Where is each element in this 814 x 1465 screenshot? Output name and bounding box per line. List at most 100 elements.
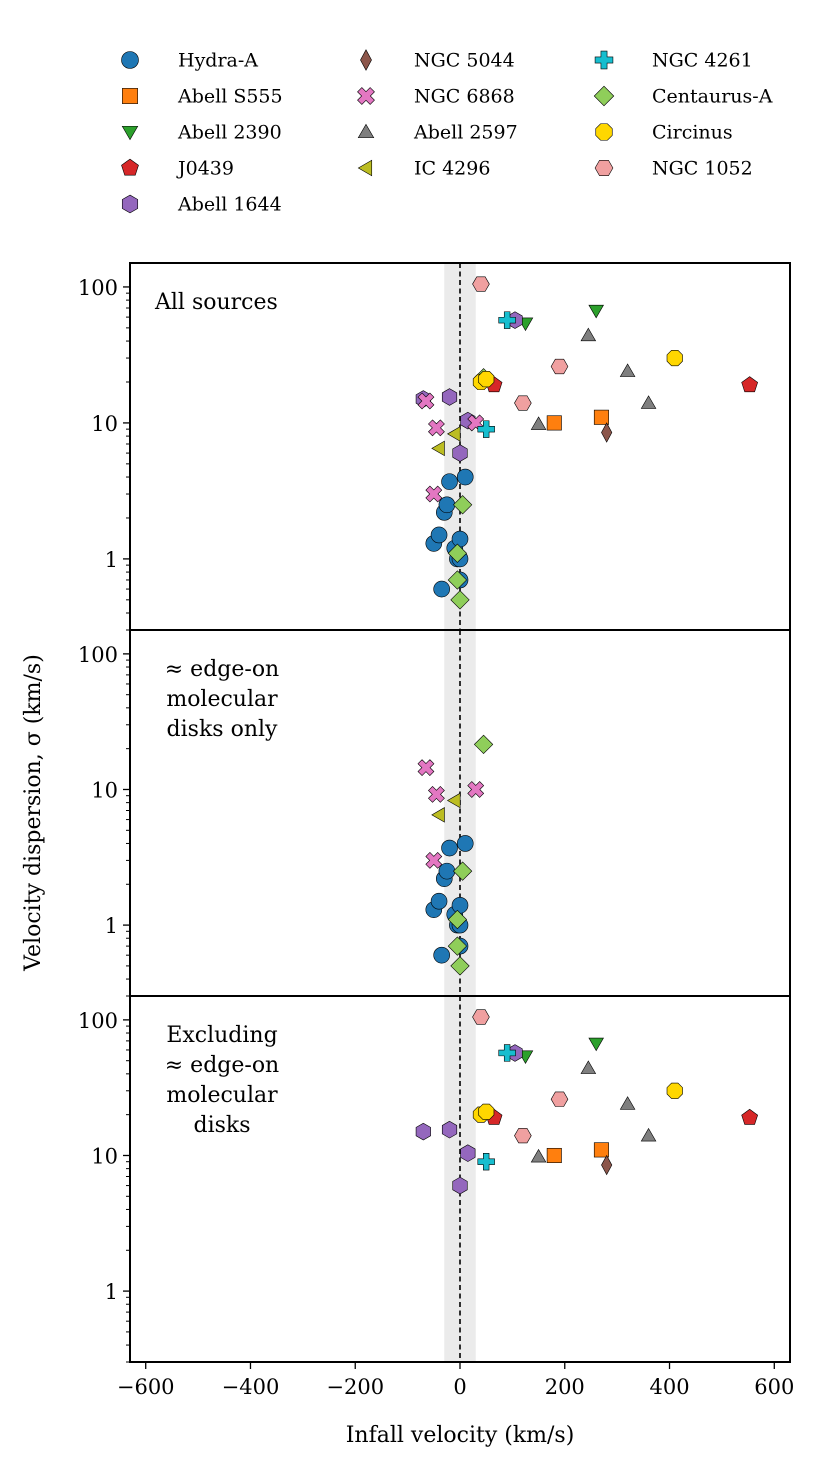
panel-title-line: disks [193, 1113, 250, 1138]
panel-3: 1 10 100 Excluding ≈ edge-on molecular disks [78, 995, 791, 1363]
legend-marker-abell-1644 [121, 194, 139, 214]
panel-title-line: All sources [154, 290, 278, 315]
legend-entry-ngc-1052: NGC 1052 [594, 158, 753, 180]
point-ngc-4261 [498, 311, 516, 329]
point-centaurus-a [473, 734, 494, 755]
series-ngc-5044 [601, 422, 613, 443]
point-ic-4296 [431, 440, 445, 457]
legend-marker-ic-4296 [357, 159, 373, 177]
point-abell-2597 [619, 1096, 636, 1110]
point-centaurus-a [452, 495, 473, 515]
series-circinus [472, 349, 683, 391]
panel-title-line: Excluding [166, 1023, 277, 1048]
legend-entry-abell-s555: Abell S555 [122, 86, 283, 108]
series-abell-2390 [517, 1037, 604, 1064]
point-ngc-4261 [498, 1044, 516, 1062]
y-tick-label: 10 [91, 412, 118, 436]
series-abell-2390 [517, 304, 604, 332]
point-hydra-a [451, 530, 469, 548]
point-hydra-a [430, 526, 448, 544]
point-centaurus-a [450, 590, 470, 610]
point-circinus [478, 371, 495, 388]
point-hydra-a [438, 862, 456, 880]
series-ngc-6868 [417, 759, 485, 869]
point-abell-1644 [441, 388, 458, 406]
x-axis-label: Infall velocity (km/s) [346, 1423, 575, 1448]
y-axis-label: Velocity dispersion, σ (km/s) [21, 654, 46, 972]
point-hydra-a [456, 468, 474, 486]
point-j0439 [741, 1108, 759, 1125]
point-abell-2597 [530, 1148, 547, 1163]
legend-marker-j0439 [121, 158, 139, 176]
series-ngc-1052 [472, 1009, 569, 1144]
legend-marker-centaurus-a [593, 85, 615, 107]
series-ngc-4261 [477, 1044, 516, 1171]
x-tick-label: 200 [545, 1375, 585, 1399]
point-centaurus-a [447, 909, 468, 930]
panel-title-line: ≈ edge-on [165, 657, 279, 682]
point-abell-2597 [530, 416, 547, 430]
point-abell-s555 [593, 409, 609, 425]
panel-title-line: molecular [166, 687, 278, 712]
point-ngc-4261 [477, 1152, 495, 1171]
point-ngc-5044 [601, 1154, 613, 1176]
point-hydra-a [441, 839, 458, 857]
point-circinus [478, 1103, 495, 1120]
point-circinus [666, 349, 683, 367]
point-ngc-6868 [425, 851, 443, 869]
series-ngc-1052 [472, 276, 569, 411]
series-abell-2597 [530, 1060, 657, 1163]
x-axis: −600 −400 −200 0 200 400 600 [117, 1362, 794, 1399]
point-hydra-a [456, 835, 474, 852]
point-abell-2390 [588, 1037, 604, 1052]
y-tick-label: 1 [105, 1280, 118, 1304]
point-abell-1644 [452, 1176, 468, 1195]
legend-entry-abell-2597: Abell 2597 [357, 122, 518, 144]
series-ic-4296 [431, 792, 461, 823]
point-ngc-6868 [428, 785, 445, 803]
point-ic-4296 [431, 807, 445, 823]
legend-label-ngc-6868: NGC 6868 [414, 86, 515, 108]
legend-marker-ngc-4261 [594, 50, 614, 70]
point-abell-2597 [619, 363, 636, 377]
series-ngc-5044 [601, 1154, 613, 1176]
point-centaurus-a [447, 936, 468, 956]
point-hydra-a [430, 892, 448, 910]
x-tick-label: 0 [453, 1375, 466, 1399]
legend-marker-circinus [595, 123, 613, 141]
legend-label-abell-2597: Abell 2597 [413, 122, 518, 144]
legend: Hydra-A Abell S555 Abell 2390 J0439 Abell 16… [121, 49, 773, 216]
legend-marker-ngc-5044 [360, 49, 372, 71]
legend-label-circinus: Circinus [652, 122, 733, 144]
point-abell-s555 [593, 1142, 609, 1158]
series-abell-1644 [415, 1044, 523, 1195]
point-centaurus-a [452, 861, 473, 881]
point-abell-s555 [546, 1147, 562, 1163]
point-ngc-5044 [601, 422, 613, 443]
legend-label-centaurus-a: Centaurus-A [652, 86, 773, 108]
y-tick-label: 1 [105, 548, 118, 572]
legend-label-ngc-5044: NGC 5044 [414, 50, 515, 72]
series-j0439 [485, 376, 759, 393]
x-tick-label: −600 [117, 1375, 175, 1399]
point-ngc-1052 [472, 276, 490, 292]
y-tick-label: 1 [105, 914, 118, 938]
point-ngc-6868 [417, 392, 435, 410]
point-ngc-6868 [417, 759, 435, 777]
point-hydra-a [433, 580, 450, 598]
legend-entry-ngc-4261: NGC 4261 [594, 50, 753, 72]
legend-entry-j0439: J0439 [121, 158, 234, 180]
point-abell-1644 [415, 1122, 431, 1141]
point-ngc-1052 [514, 1128, 532, 1144]
series-circinus [472, 1082, 683, 1123]
legend-label-ngc-1052: NGC 1052 [652, 158, 753, 180]
series-abell-s555 [546, 409, 609, 431]
series-centaurus-a [447, 734, 494, 976]
y-tick-label: 100 [78, 1009, 118, 1033]
y-tick-label: 100 [78, 276, 118, 300]
series-ngc-6868 [417, 392, 485, 503]
point-ic-4296 [446, 792, 461, 809]
x-tick-label: −400 [222, 1375, 280, 1399]
legend-marker-ngc-1052 [594, 159, 614, 177]
point-ngc-1052 [514, 395, 532, 411]
